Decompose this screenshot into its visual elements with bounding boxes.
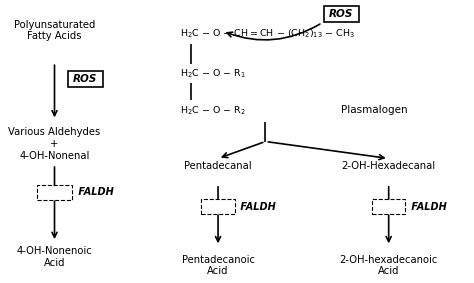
Text: H$_2$C $-$ O $-$ R$_2$: H$_2$C $-$ O $-$ R$_2$ <box>180 104 246 117</box>
FancyBboxPatch shape <box>37 185 72 200</box>
Text: FALDH: FALDH <box>408 201 447 212</box>
FancyBboxPatch shape <box>201 199 235 215</box>
FancyBboxPatch shape <box>67 71 103 87</box>
Text: Various Aldehydes
+
4-OH-Nonenal: Various Aldehydes + 4-OH-Nonenal <box>9 127 100 160</box>
Text: Pentadecanoic
Acid: Pentadecanoic Acid <box>182 255 255 276</box>
Text: ROS: ROS <box>329 9 354 19</box>
FancyBboxPatch shape <box>372 199 405 215</box>
Text: 2-OH-hexadecanoic
Acid: 2-OH-hexadecanoic Acid <box>339 255 438 276</box>
Text: Pentadecanal: Pentadecanal <box>184 161 252 171</box>
Text: Plasmalogen: Plasmalogen <box>341 105 408 115</box>
Text: H$_2$C $-$ O $-$ R$_1$: H$_2$C $-$ O $-$ R$_1$ <box>180 67 246 80</box>
Text: 2-OH-Hexadecanal: 2-OH-Hexadecanal <box>342 161 436 171</box>
Text: FALDH: FALDH <box>75 187 113 198</box>
Text: ROS: ROS <box>73 74 98 84</box>
Text: FALDH: FALDH <box>237 201 276 212</box>
Text: 4-OH-Nonenoic
Acid: 4-OH-Nonenoic Acid <box>17 246 92 268</box>
FancyBboxPatch shape <box>323 7 359 22</box>
Text: Polyunsaturated
Fatty Acids: Polyunsaturated Fatty Acids <box>14 20 95 41</box>
Text: H$_2$C $-$ O $-$ CH$=$CH $-$ (CH$_2$)$_{13}$ $-$ CH$_3$: H$_2$C $-$ O $-$ CH$=$CH $-$ (CH$_2$)$_{… <box>180 28 355 40</box>
